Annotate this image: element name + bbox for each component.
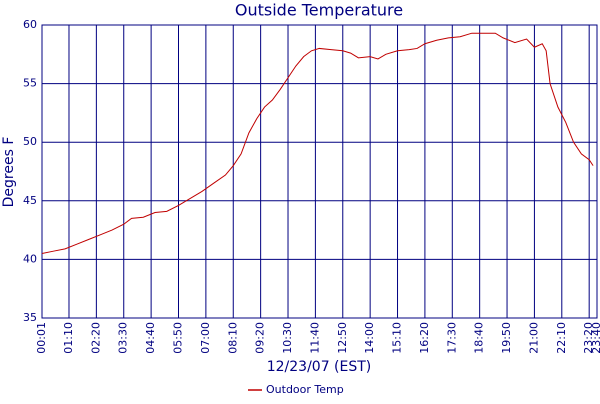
y-tick-label: 35 (23, 311, 37, 324)
x-tick-label: 08:10 (226, 322, 239, 354)
x-tick-label: 21:00 (527, 322, 540, 354)
x-tick-label: 04:40 (144, 322, 157, 354)
x-tick-label: 09:20 (254, 322, 267, 354)
x-tick-label: 01:10 (62, 322, 75, 354)
y-axis-label: Degrees F (1, 137, 17, 208)
x-tick-label: 16:20 (418, 322, 431, 354)
y-tick-label: 60 (23, 18, 37, 31)
chart-title: Outside Temperature (235, 1, 403, 20)
x-tick-label: 07:00 (199, 322, 212, 354)
x-tick-label: 00:01 (35, 322, 48, 354)
x-tick-label: 23:20 (582, 322, 595, 354)
x-tick-label: 02:20 (89, 322, 102, 354)
x-tick-label: 10:30 (281, 322, 294, 354)
x-tick-label: 15:10 (391, 322, 404, 354)
x-tick-label: 17:30 (445, 322, 458, 354)
y-tick-label: 45 (23, 194, 37, 207)
x-tick-label: 19:50 (500, 322, 513, 354)
x-tick-label: 03:30 (117, 322, 130, 354)
x-tick-label: 18:40 (473, 322, 486, 354)
y-tick-label: 50 (23, 135, 37, 148)
x-tick-label: 12:50 (336, 322, 349, 354)
x-tick-label: 23:40 (590, 322, 600, 354)
y-tick-label: 55 (23, 77, 37, 90)
x-tick-label: 11:40 (308, 322, 321, 354)
y-tick-label: 40 (23, 252, 37, 265)
legend-label: Outdoor Temp (266, 383, 344, 396)
x-tick-label: 22:10 (555, 322, 568, 354)
data-line (41, 32, 594, 255)
x-tick-label: 14:00 (363, 322, 376, 354)
x-tick-label: 05:50 (172, 322, 185, 354)
plot-frame (41, 24, 598, 319)
x-axis-label: 12/23/07 (EST) (267, 359, 372, 375)
